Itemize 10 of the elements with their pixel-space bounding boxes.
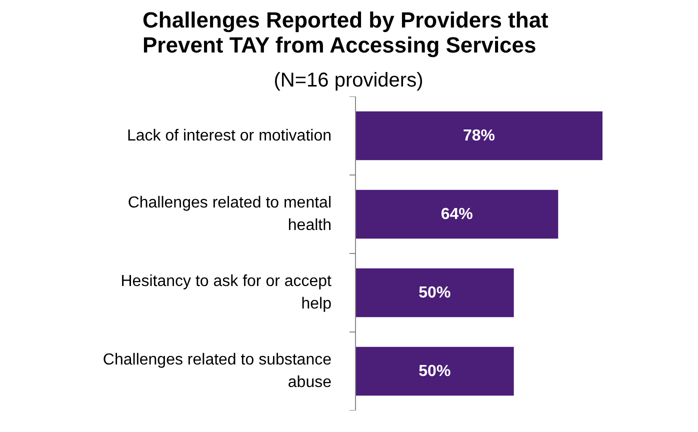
chart-subtitle: (N=16 providers) — [274, 70, 424, 92]
data-label: 64% — [440, 206, 473, 223]
y-tick-label: Lack of interest or motivation — [126, 127, 332, 144]
y-tick-label: Challenges related to mental health — [128, 194, 332, 234]
chart-title: Challenges Reported by Providers that Prevent TAY from Accessing Services — [142, 8, 550, 58]
y-tick-label: Hesitancy to ask for or accept help — [120, 273, 332, 312]
y-tick-label: Challenges related to substance abuse — [102, 352, 332, 391]
data-label: 50% — [418, 362, 451, 380]
data-label: 78% — [462, 127, 496, 144]
data-label: 50% — [418, 284, 451, 302]
